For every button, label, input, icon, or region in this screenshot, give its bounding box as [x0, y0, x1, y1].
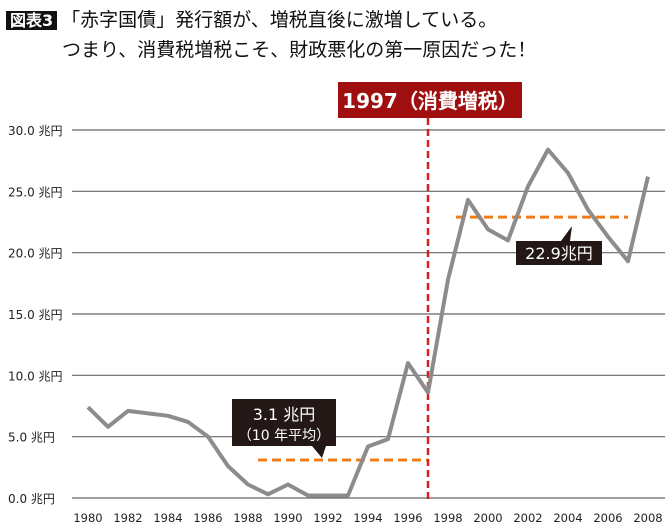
- y-tick-label: 30.0 兆円: [8, 124, 63, 138]
- marker-label-box: [338, 82, 522, 118]
- series-line: [86, 147, 650, 498]
- title-line-1: 「赤字国債」発行額が、増税直後に激増している。: [61, 9, 498, 31]
- callout-box-avg-1: [232, 399, 336, 458]
- x-tick-label: 2002: [513, 511, 542, 525]
- x-tick-label: 1994: [353, 511, 382, 525]
- y-tick-label: 0.0 兆円: [8, 492, 55, 506]
- x-tick-label: 1998: [433, 511, 462, 525]
- y-tick-label: 25.0 兆円: [8, 185, 63, 199]
- x-tick-label: 1986: [193, 511, 222, 525]
- x-tick-label: 1982: [113, 511, 142, 525]
- x-tick-label: 1980: [73, 511, 102, 525]
- x-tick-label: 2006: [593, 511, 622, 525]
- marker-label: 1997（消費増税）: [342, 89, 518, 113]
- x-tick-label: 2000: [473, 511, 502, 525]
- callout-value-2: 22.9兆円: [525, 244, 593, 263]
- chart-title: 図表3 「赤字国債」発行額が、増税直後に激増している。: [6, 6, 497, 35]
- y-tick-label: 20.0 兆円: [8, 247, 63, 261]
- figure-tag: 図表3: [6, 11, 58, 30]
- callout-note-1: （10 年平均）: [238, 428, 330, 444]
- x-tick-label: 1984: [153, 511, 182, 525]
- y-tick-label: 5.0 兆円: [8, 431, 55, 445]
- x-tick-label: 2004: [553, 511, 582, 525]
- callout-box-avg-2: [516, 226, 602, 265]
- title-line-2: つまり、消費税増税こそ、財政悪化の第一原因だった！: [62, 39, 537, 61]
- x-tick-label: 1988: [233, 511, 262, 525]
- callout-value-1: 3.1 兆円: [253, 405, 316, 424]
- x-tick-label: 1996: [393, 511, 422, 525]
- x-tick-label: 2008: [633, 511, 662, 525]
- y-tick-label: 10.0 兆円: [8, 369, 63, 383]
- x-tick-label: 1990: [273, 511, 302, 525]
- x-tick-label: 1992: [313, 511, 342, 525]
- y-tick-label: 15.0 兆円: [8, 308, 63, 322]
